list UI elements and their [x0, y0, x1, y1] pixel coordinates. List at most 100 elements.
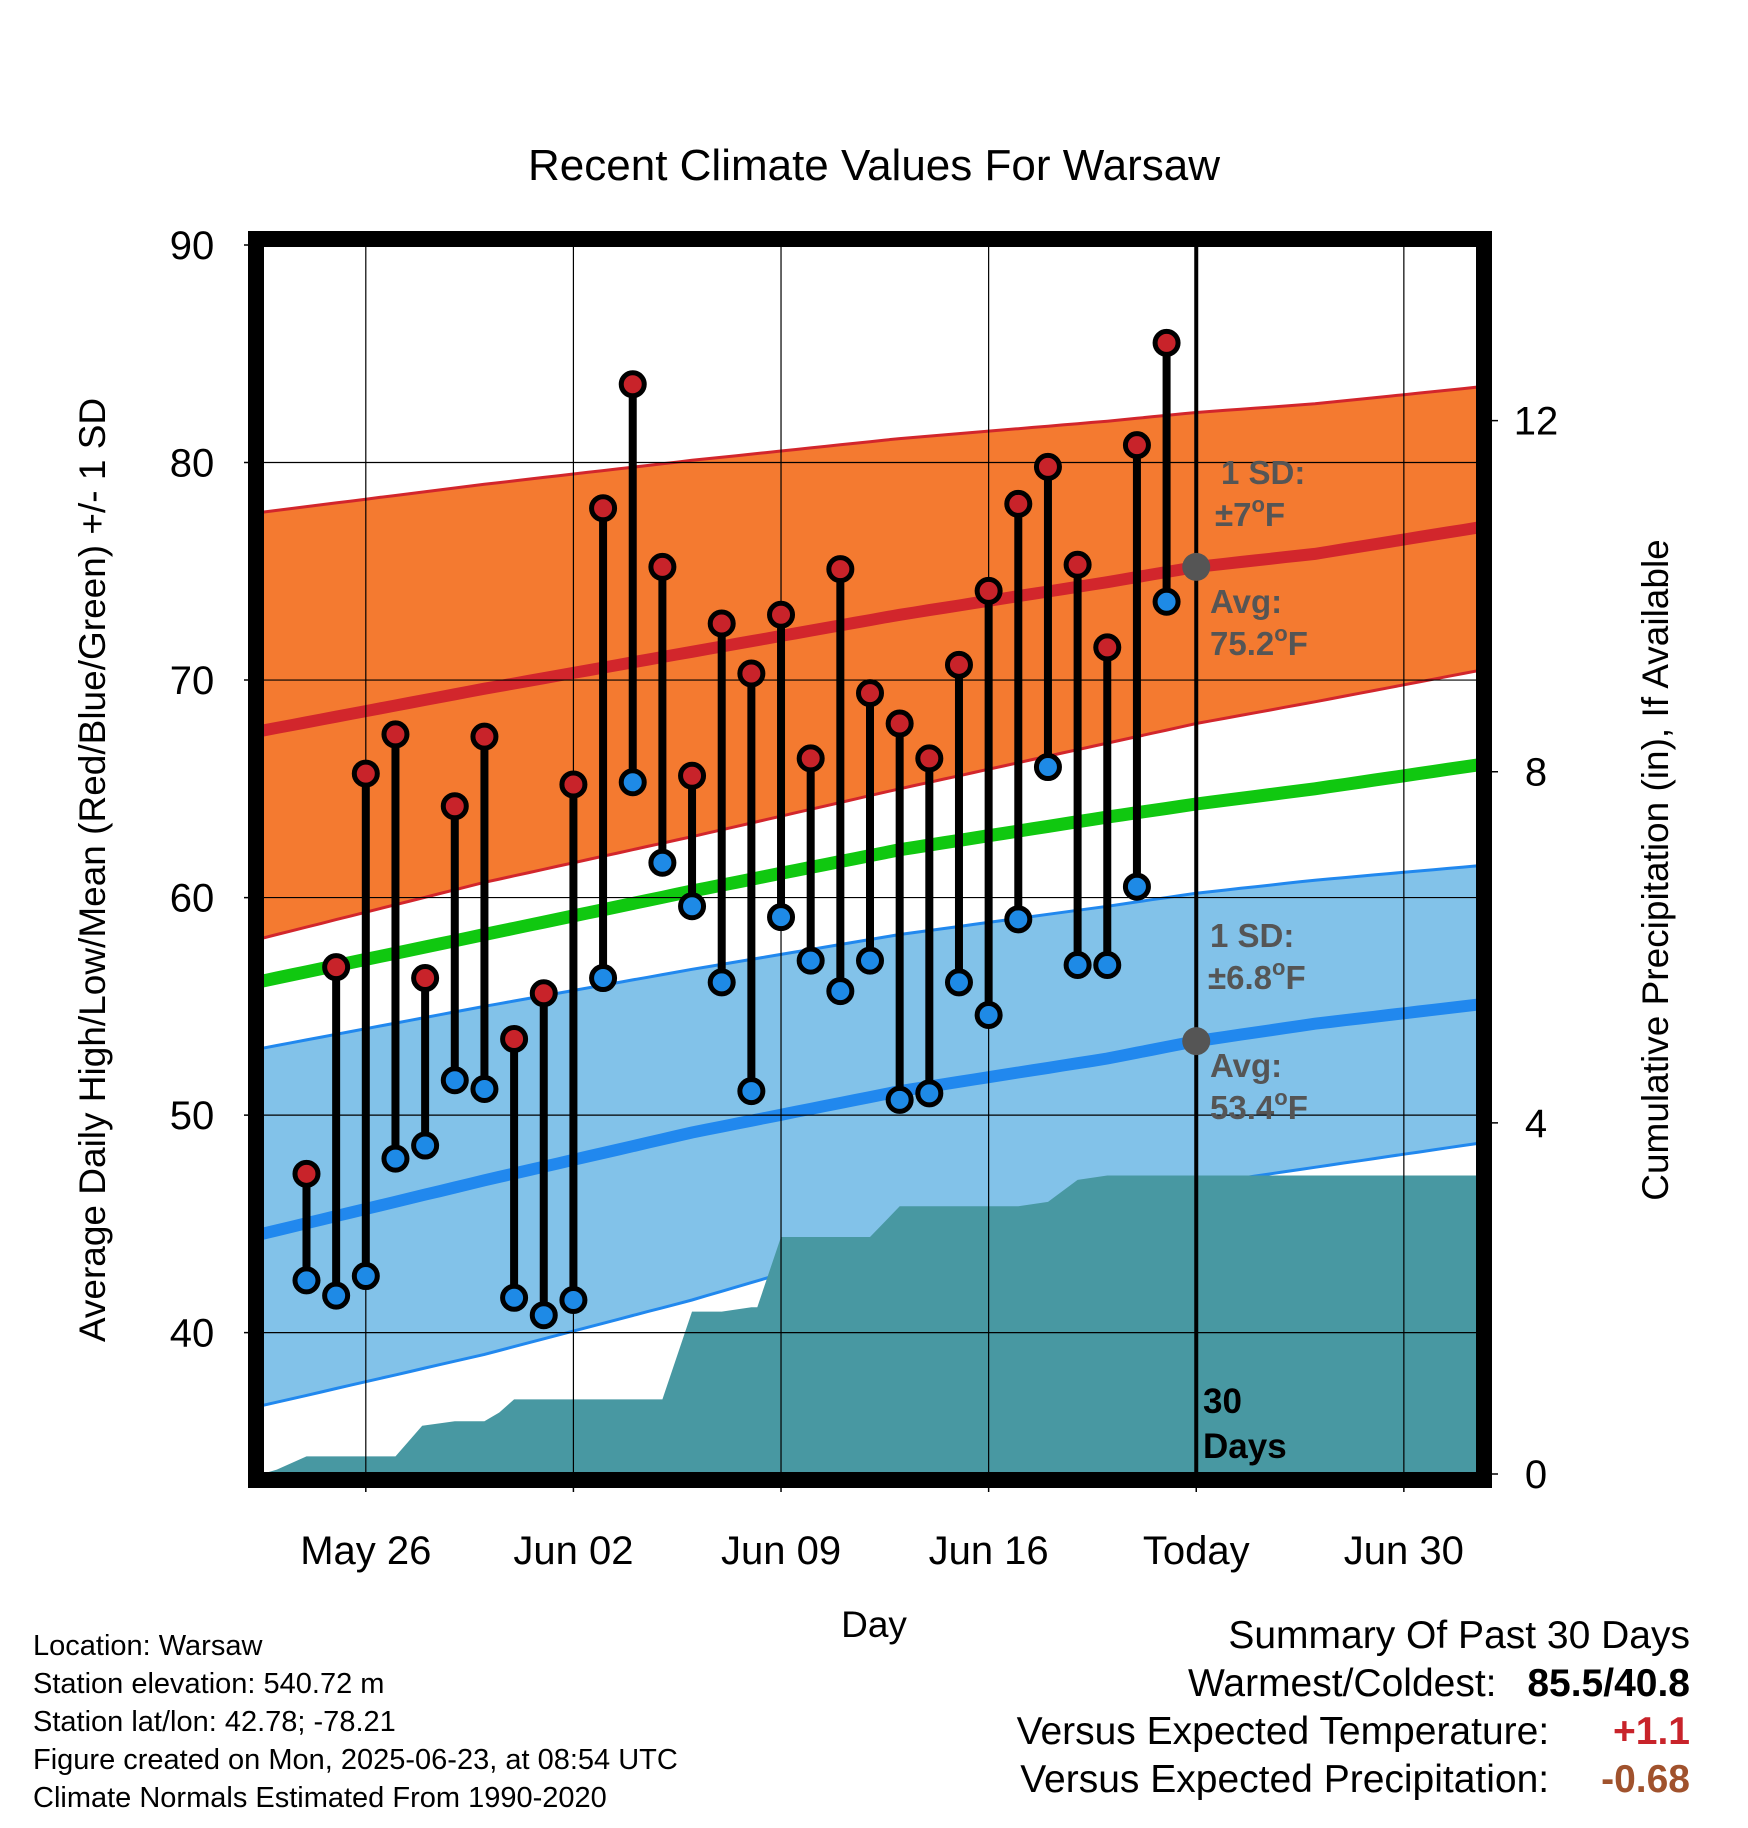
- low-point-26: [1063, 950, 1092, 979]
- low-point-28: [1122, 872, 1151, 901]
- warm-cold-value: 85.5/40.8: [1527, 1662, 1690, 1705]
- high-point-2: [351, 759, 380, 788]
- y2-tick-label-2: 8: [1525, 751, 1547, 795]
- y2-axis-label: Cumulative Precipitation (in), If Availa…: [1635, 539, 1676, 1201]
- plot-area: [260, 245, 1479, 1474]
- location-text: Location: Warsaw: [33, 1630, 263, 1662]
- summary-panel: Summary Of Past 30 Days Warmest/Coldest:…: [1017, 1612, 1690, 1804]
- summary-title: Summary Of Past 30 Days: [1228, 1614, 1690, 1657]
- high-avg-value: 75.2oF: [1210, 621, 1308, 662]
- low-point-11: [618, 768, 647, 797]
- x-tick-label-0: May 26: [300, 1529, 431, 1573]
- low-point-27: [1093, 950, 1122, 979]
- y-axis-label: Average Daily High/Low/Mean (Red/Blue/Gr…: [72, 398, 113, 1342]
- created-text: Figure created on Mon, 2025-06-23, at 08…: [33, 1744, 678, 1776]
- low-point-3: [381, 1144, 410, 1173]
- low-point-9: [559, 1285, 588, 1314]
- plot-frame: [248, 231, 1492, 1488]
- latlon-text: Station lat/lon: 42.78; -78.21: [33, 1706, 396, 1738]
- high-avg-marker: [1182, 552, 1211, 581]
- station-info: Location: Warsaw Station elevation: 540.…: [33, 1627, 678, 1817]
- high-point-17: [796, 744, 825, 773]
- low-point-23: [974, 1001, 1003, 1030]
- today-marker: [1182, 245, 1211, 1474]
- high-point-26: [1063, 550, 1092, 579]
- high-point-22: [944, 650, 973, 679]
- high-point-14: [707, 609, 736, 638]
- low-point-15: [737, 1077, 766, 1106]
- high-sd-band: [262, 387, 1478, 939]
- high-point-1: [322, 953, 351, 982]
- low-point-25: [1033, 753, 1062, 782]
- days-count: 30: [1203, 1382, 1242, 1421]
- low-point-12: [648, 848, 677, 877]
- high-point-9: [559, 770, 588, 799]
- x-tick-label-2: Jun 09: [721, 1529, 841, 1573]
- annotations: 1 SD: ±7oF Avg: 75.2oF 1 SD: ±6.8oF Avg:…: [1203, 454, 1308, 1466]
- days-word: Days: [1203, 1427, 1287, 1466]
- temp-label: Versus Expected Temperature:: [1016, 1710, 1550, 1753]
- low-point-18: [826, 977, 855, 1006]
- normals-text: Climate Normals Estimated From 1990-2020: [33, 1782, 607, 1814]
- high-point-21: [915, 744, 944, 773]
- high-point-23: [974, 576, 1003, 605]
- warm-cold-label: Warmest/Coldest:: [1188, 1662, 1497, 1705]
- low-point-21: [915, 1079, 944, 1108]
- high-point-4: [411, 964, 440, 993]
- high-mean-line: [260, 521, 1479, 737]
- high-point-7: [500, 1024, 529, 1053]
- low-point-20: [885, 1085, 914, 1114]
- low-sd-band: [262, 865, 1478, 1406]
- high-point-6: [470, 722, 499, 751]
- low-point-7: [500, 1283, 529, 1312]
- high-sd-value: ±7oF: [1215, 492, 1285, 533]
- y-tick-label-1: 50: [170, 1094, 215, 1138]
- high-point-16: [767, 600, 796, 629]
- high-point-18: [826, 555, 855, 584]
- low-point-24: [1004, 905, 1033, 934]
- y-tick-label-4: 80: [170, 442, 215, 486]
- low-point-6: [470, 1074, 499, 1103]
- low-point-16: [767, 903, 796, 932]
- high-point-20: [885, 709, 914, 738]
- summary-precip: Versus Expected Precipitation: -0.68: [1017, 1756, 1690, 1804]
- high-point-8: [529, 979, 558, 1008]
- high-point-12: [648, 552, 677, 581]
- temp-value: +1.1: [1613, 1710, 1690, 1753]
- high-point-25: [1033, 452, 1062, 481]
- x-axis-label: Day: [841, 1604, 907, 1645]
- low-mean-line: [260, 998, 1479, 1240]
- y2-tick-label-0: 0: [1525, 1453, 1547, 1497]
- high-point-24: [1004, 489, 1033, 518]
- low-avg-marker: [1182, 1027, 1211, 1056]
- high-point-29: [1152, 328, 1181, 357]
- y-tick-label-5: 90: [170, 224, 215, 268]
- high-point-27: [1093, 633, 1122, 662]
- low-sd-value: ±6.8oF: [1208, 955, 1306, 996]
- high-point-10: [589, 494, 618, 523]
- high-point-11: [618, 370, 647, 399]
- low-point-8: [529, 1301, 558, 1330]
- precip-value: -0.68: [1601, 1758, 1690, 1801]
- low-point-13: [678, 892, 707, 921]
- high-point-19: [856, 679, 884, 708]
- summary-warm-cold: Warmest/Coldest: 85.5/40.8: [1017, 1660, 1690, 1708]
- y-tick-label-0: 40: [170, 1312, 215, 1356]
- low-point-29: [1152, 587, 1181, 616]
- high-sd-label: 1 SD:: [1221, 454, 1305, 491]
- plot-border: [248, 231, 1492, 1488]
- x-tick-label-5: Jun 30: [1344, 1529, 1464, 1573]
- y-tick-label-3: 70: [170, 659, 215, 703]
- y2-tick-label-3: 12: [1514, 400, 1559, 444]
- high-point-3: [381, 720, 410, 749]
- low-avg-label: Avg:: [1210, 1047, 1282, 1084]
- summary-temp: Versus Expected Temperature: +1.1: [1017, 1708, 1690, 1756]
- x-tick-label-3: Jun 16: [929, 1529, 1049, 1573]
- low-avg-value: 53.4oF: [1210, 1085, 1308, 1126]
- observations: [292, 328, 1181, 1330]
- low-point-10: [589, 964, 618, 993]
- high-point-28: [1122, 431, 1151, 460]
- low-point-17: [796, 946, 825, 975]
- high-avg-label: Avg:: [1210, 583, 1282, 620]
